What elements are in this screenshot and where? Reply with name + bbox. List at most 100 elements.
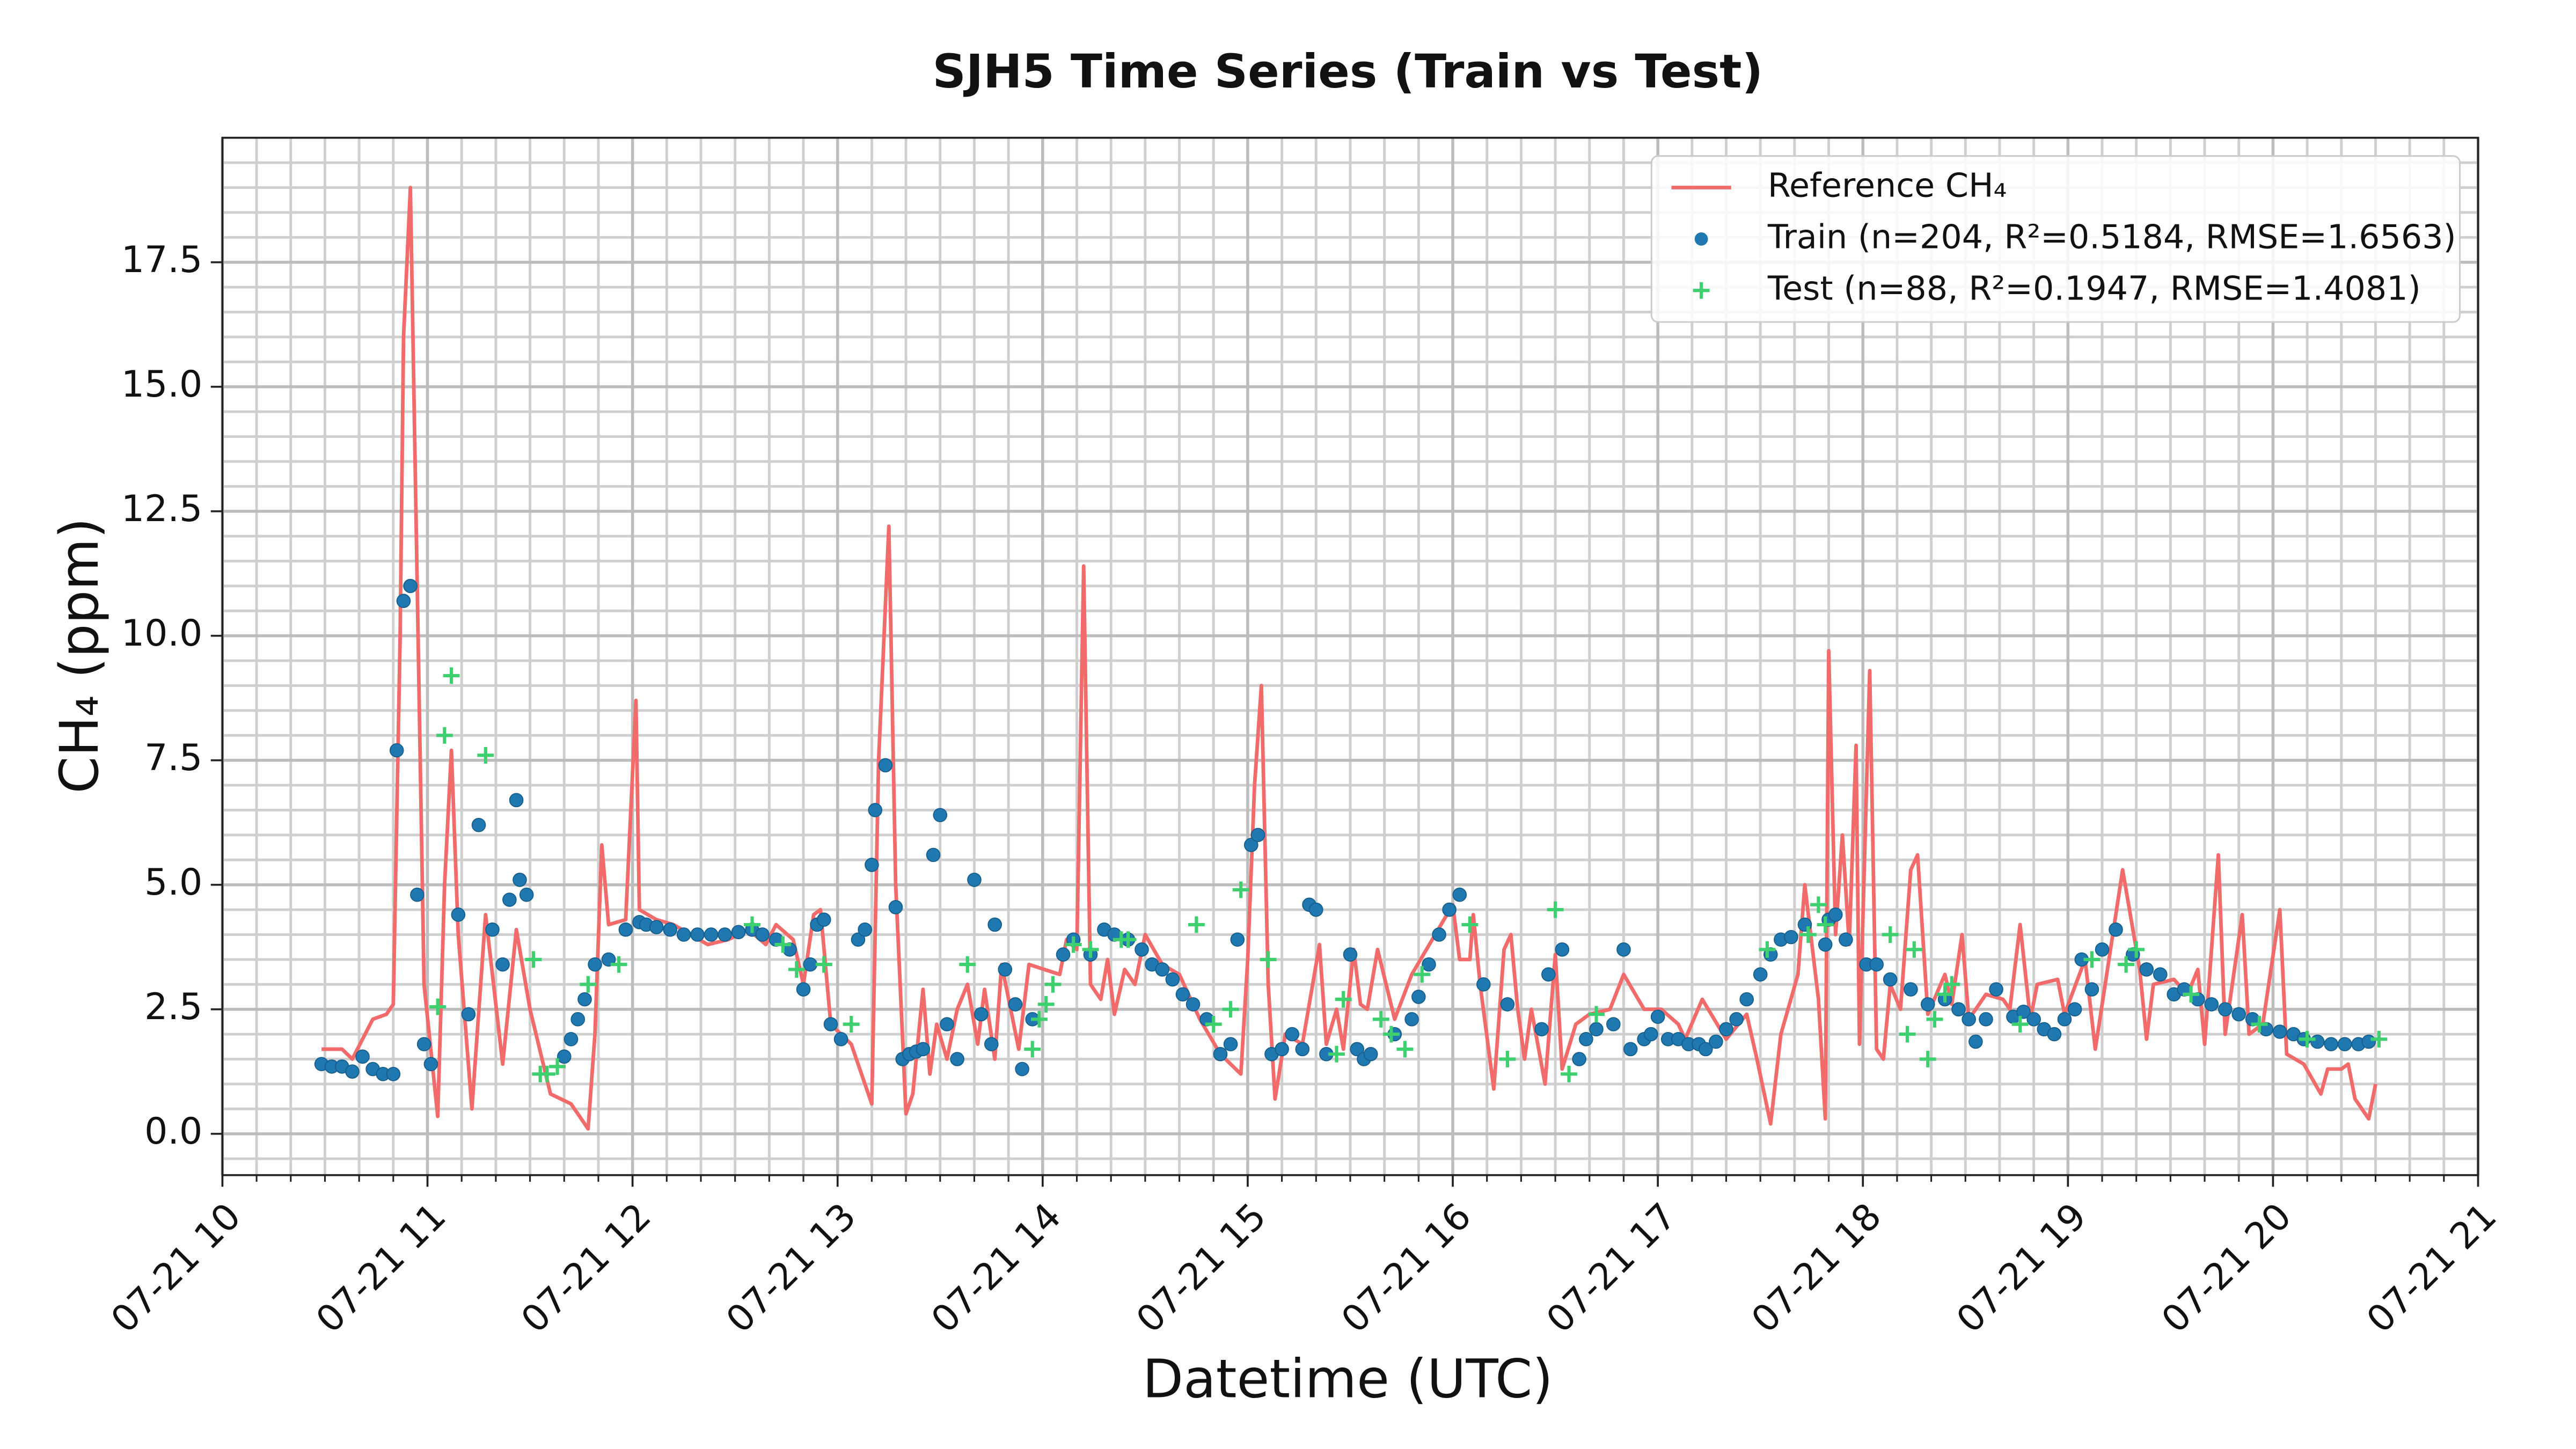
train-point	[2016, 1005, 2031, 1019]
train-point	[1951, 1002, 1966, 1016]
train-point	[1818, 937, 1833, 952]
train-point	[451, 908, 466, 922]
test-point	[1799, 926, 1817, 943]
test-point	[774, 936, 792, 953]
train-point	[519, 887, 534, 902]
train-point	[1784, 930, 1798, 945]
train-point	[618, 922, 633, 937]
train-point	[1223, 1037, 1238, 1051]
test-point	[1759, 941, 1776, 958]
test-point	[2083, 951, 2101, 968]
train-point	[1623, 1042, 1638, 1057]
train-point	[2231, 1007, 2246, 1022]
test-point	[1926, 1011, 1943, 1028]
train-point	[933, 808, 948, 823]
train-point	[1555, 942, 1570, 957]
train-point	[967, 873, 982, 887]
test-point	[1037, 996, 1055, 1013]
train-point	[1572, 1052, 1586, 1066]
test-point	[2128, 941, 2145, 958]
train-point	[1828, 908, 1843, 922]
train-point	[1616, 942, 1631, 957]
test-point	[1499, 1051, 1516, 1067]
train-point	[1008, 997, 1023, 1012]
train-point	[2109, 922, 2123, 937]
train-point	[1411, 990, 1426, 1004]
train-point	[2067, 1002, 2082, 1016]
test-point	[1065, 936, 1082, 953]
train-point	[1015, 1062, 1029, 1077]
train-point	[2218, 1002, 2233, 1016]
train-point	[2272, 1024, 2287, 1039]
train-point	[1883, 972, 1898, 987]
train-point	[974, 1007, 989, 1022]
y-tick-label: 5.0	[144, 861, 202, 904]
train-point	[1869, 957, 1884, 972]
train-point	[485, 922, 500, 937]
train-point	[1185, 997, 1201, 1012]
train-point	[1165, 972, 1180, 987]
test-point	[477, 747, 494, 764]
train-point	[345, 1064, 360, 1079]
train-point	[1739, 992, 1754, 1007]
train-point	[557, 1049, 572, 1064]
test-point	[1906, 941, 1923, 958]
test-point	[1414, 966, 1431, 983]
train-point	[987, 917, 1002, 932]
test-point	[2011, 1016, 2029, 1033]
train-point	[2047, 1027, 2062, 1042]
test-point	[2370, 1030, 2388, 1048]
test-point	[744, 916, 760, 933]
test-point	[1232, 881, 1249, 898]
train-point	[1295, 1042, 1310, 1057]
test-point	[959, 956, 976, 973]
y-tick-label: 10.0	[121, 612, 202, 655]
train-point	[1250, 828, 1265, 843]
y-tick-label: 12.5	[121, 488, 202, 530]
test-point	[843, 1016, 860, 1033]
train-point	[2153, 967, 2168, 982]
test-point	[1082, 941, 1099, 958]
train-point	[588, 957, 602, 972]
train-point	[1589, 1022, 1604, 1037]
test-point	[1547, 901, 1564, 918]
y-tick-label: 15.0	[121, 363, 202, 406]
test-point	[1943, 976, 1960, 993]
train-point	[1243, 838, 1258, 852]
test-point	[1919, 1051, 1936, 1067]
train-point	[998, 962, 1013, 977]
train-point	[868, 803, 883, 817]
train-point	[1839, 932, 1853, 947]
train-point	[471, 818, 486, 832]
train-point	[502, 892, 517, 907]
train-point	[564, 1032, 579, 1046]
test-point	[538, 1065, 555, 1082]
train-point	[1962, 1012, 1976, 1027]
y-tick-label: 2.5	[144, 986, 202, 1028]
test-point	[1260, 951, 1277, 968]
train-point	[2361, 1034, 2376, 1049]
train-point	[649, 920, 664, 934]
train-point	[888, 900, 903, 914]
test-point	[1205, 1016, 1222, 1033]
train-point	[1432, 927, 1446, 942]
train-point	[509, 793, 524, 808]
train-point	[403, 579, 418, 594]
train-point	[1753, 967, 1768, 982]
y-tick-label: 17.5	[121, 239, 202, 281]
test-point	[429, 998, 447, 1015]
train-point	[1729, 1012, 1744, 1027]
train-point	[1230, 932, 1245, 947]
train-point	[1275, 1042, 1289, 1057]
train-point	[950, 1052, 964, 1066]
test-point	[815, 956, 832, 973]
train-point	[1698, 1042, 1713, 1057]
train-point	[1904, 982, 1918, 997]
train-point	[1920, 997, 1935, 1012]
test-point	[1561, 1065, 1578, 1082]
test-point	[1119, 931, 1137, 948]
train-point	[2310, 1034, 2325, 1049]
test-point	[2299, 1030, 2316, 1048]
train-point	[940, 1017, 954, 1031]
